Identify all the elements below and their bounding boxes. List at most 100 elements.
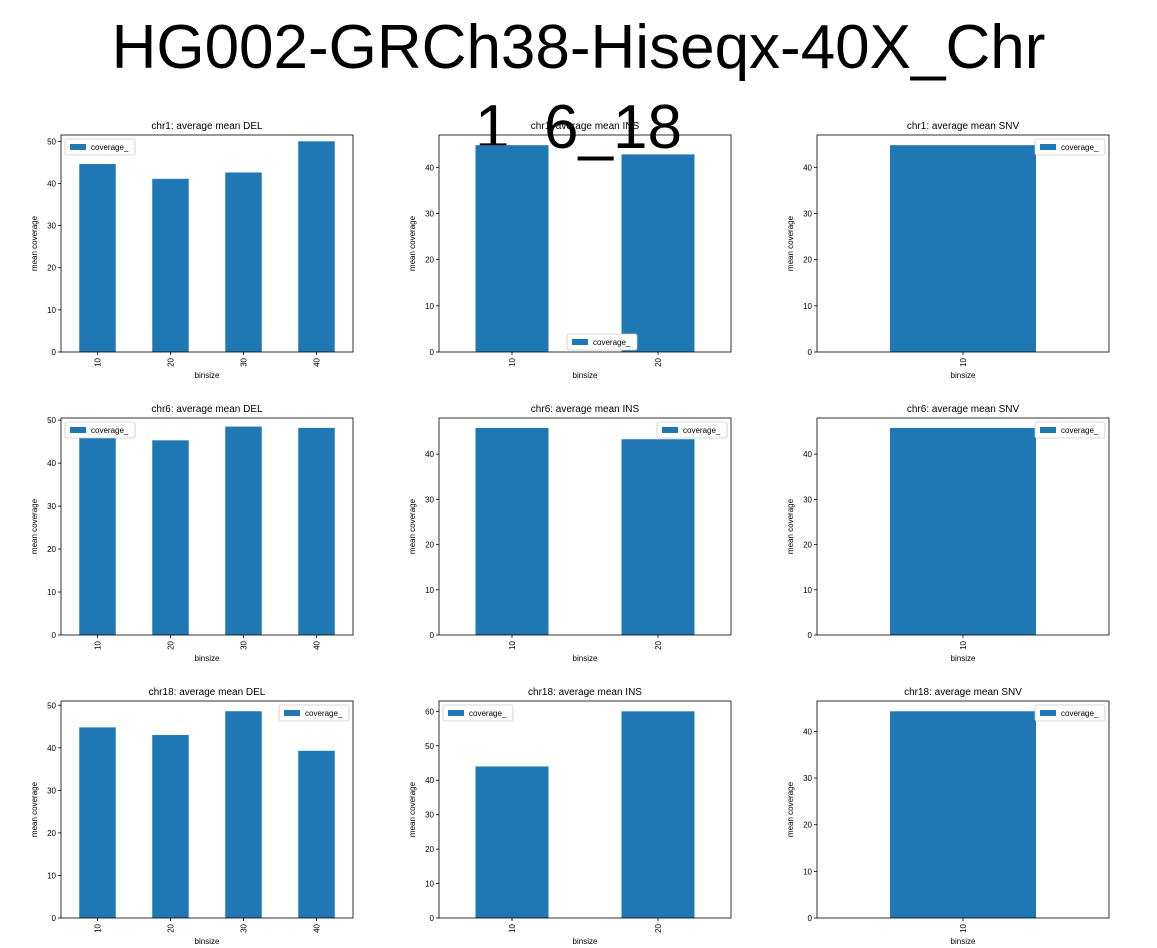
y-tick-label: 40 (47, 179, 56, 188)
bar (298, 750, 335, 918)
plot-frame (438, 417, 732, 636)
y-tick-label: 10 (803, 586, 812, 595)
legend-label: coverage_ (1061, 426, 1099, 435)
x-axis-label: binsize (951, 654, 976, 663)
chart-panel: chr6: average mean INS 0 10 20 30 40 10 20 binsi… (408, 404, 732, 663)
x-tick-label: 20 (167, 357, 176, 366)
bar (79, 164, 116, 352)
legend-label: coverage_ (1061, 143, 1099, 152)
x-tick-label: 10 (959, 357, 968, 366)
legend-box (442, 704, 514, 722)
x-axis-label: binsize (573, 654, 598, 663)
y-tick-label: 40 (803, 450, 812, 459)
x-tick-label: 10 (94, 357, 103, 366)
legend: coverage_ (64, 138, 136, 156)
y-tick-label: 0 (430, 348, 435, 357)
y-tick-label: 0 (430, 631, 435, 640)
legend: coverage_ (1034, 138, 1106, 156)
chart-panel: chr1: average mean SNV 0 10 20 30 40 10 binsize… (786, 121, 1110, 380)
y-tick-label: 20 (47, 545, 56, 554)
y-tick-label: 50 (47, 701, 56, 710)
plot-frame (60, 134, 354, 353)
x-tick-label: 30 (240, 923, 249, 932)
y-tick-label: 40 (425, 776, 434, 785)
y-tick-label: 0 (808, 348, 813, 357)
y-tick-label: 40 (803, 163, 812, 172)
x-axis-label: binsize (573, 937, 598, 946)
y-tick-label: 40 (425, 450, 434, 459)
bar (890, 427, 1036, 635)
legend: coverage_ (1034, 421, 1106, 439)
y-axis-label: mean coverage (408, 781, 417, 837)
chart-panel: chr6: average mean SNV 0 10 20 30 40 10 binsize… (786, 404, 1110, 663)
x-axis-label: binsize (195, 654, 220, 663)
legend-label: coverage_ (683, 426, 721, 435)
legend-label: coverage_ (305, 709, 343, 718)
legend-box (656, 421, 728, 439)
y-axis-label: mean coverage (30, 781, 39, 837)
y-tick-label: 30 (425, 209, 434, 218)
legend-swatch (1040, 427, 1056, 433)
plot-frame (60, 700, 354, 919)
plot-frame (438, 134, 732, 353)
legend-swatch (662, 427, 678, 433)
chart-title: chr1: average mean INS (531, 121, 640, 132)
y-tick-label: 60 (425, 707, 434, 716)
x-tick-label: 20 (167, 923, 176, 932)
x-tick-label: 30 (240, 357, 249, 366)
y-tick-label: 0 (808, 631, 813, 640)
bar (621, 154, 695, 352)
chart-panel: chr1: average mean INS 0 10 20 30 40 10 20 binsi… (408, 121, 732, 380)
x-tick-label: 10 (959, 640, 968, 649)
y-axis-label: mean coverage (786, 498, 795, 554)
y-tick-label: 30 (47, 786, 56, 795)
bar (79, 437, 116, 635)
legend-swatch (284, 710, 300, 716)
chart-title: chr18: average mean SNV (904, 687, 1022, 698)
legend: coverage_ (64, 421, 136, 439)
y-tick-label: 20 (803, 256, 812, 265)
y-tick-label: 50 (47, 137, 56, 146)
bar (475, 145, 549, 352)
legend-swatch (70, 427, 86, 433)
y-tick-label: 40 (425, 163, 434, 172)
legend-box (1034, 704, 1106, 722)
y-tick-label: 30 (425, 495, 434, 504)
chart-panel: chr18: average mean INS 0 10 20 30 40 50 60 10 20… (408, 687, 732, 946)
y-axis-label: mean coverage (408, 215, 417, 271)
legend-box (64, 138, 136, 156)
chart-title: chr6: average mean DEL (151, 404, 263, 415)
bar (621, 439, 695, 635)
x-tick-label: 10 (94, 640, 103, 649)
y-tick-label: 20 (425, 256, 434, 265)
y-tick-label: 0 (52, 914, 57, 923)
bar (621, 711, 695, 918)
legend-label: coverage_ (91, 143, 129, 152)
bar (890, 711, 1036, 918)
y-tick-label: 20 (803, 541, 812, 550)
x-tick-label: 20 (654, 357, 663, 366)
y-tick-label: 10 (47, 588, 56, 597)
legend-swatch (1040, 144, 1056, 150)
bar (475, 766, 549, 918)
y-tick-label: 50 (47, 416, 56, 425)
y-tick-label: 30 (803, 209, 812, 218)
bar (152, 735, 189, 918)
x-tick-label: 30 (240, 640, 249, 649)
legend-label: coverage_ (593, 338, 631, 347)
x-tick-label: 10 (94, 923, 103, 932)
legend-box (278, 704, 350, 722)
y-tick-label: 0 (808, 914, 813, 923)
x-tick-label: 10 (959, 923, 968, 932)
y-tick-label: 40 (47, 459, 56, 468)
y-tick-label: 10 (425, 586, 434, 595)
y-tick-label: 30 (425, 811, 434, 820)
legend-swatch (1040, 710, 1056, 716)
x-axis-label: binsize (951, 937, 976, 946)
page-title: HG002-GRCh38-Hiseqx-40X_Chr 1_6_18 (111, 13, 1046, 162)
plot-frame (60, 417, 354, 636)
y-tick-label: 0 (52, 631, 57, 640)
legend-label: coverage_ (1061, 709, 1099, 718)
y-axis-label: mean coverage (786, 215, 795, 271)
bar (225, 426, 262, 635)
